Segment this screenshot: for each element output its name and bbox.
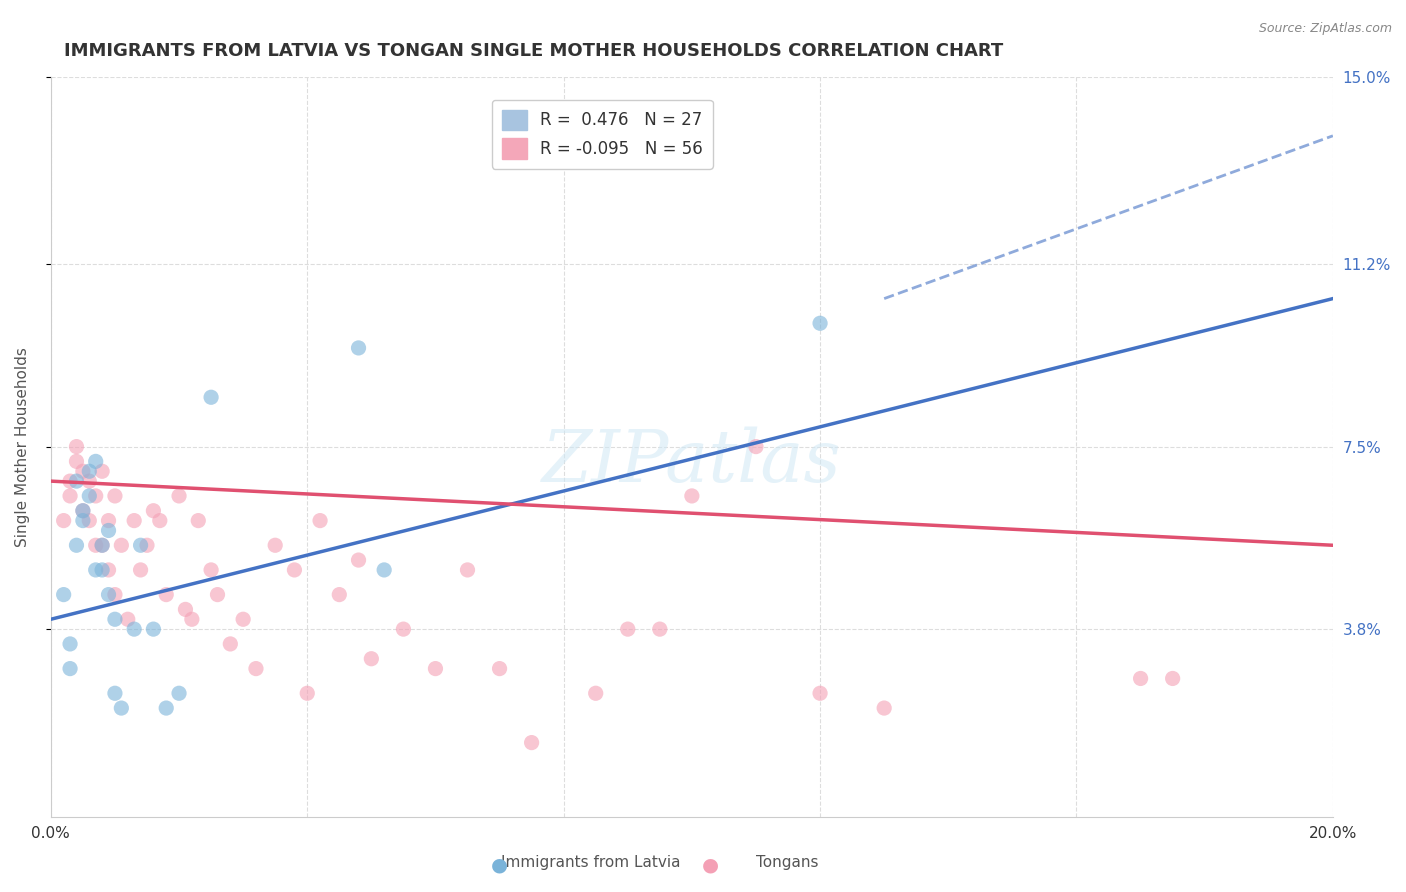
Point <box>200 390 222 404</box>
Point <box>104 686 127 700</box>
Point <box>97 524 120 538</box>
Legend: R =  0.476   N = 27, R = -0.095   N = 56: R = 0.476 N = 27, R = -0.095 N = 56 <box>492 100 713 169</box>
Point <box>79 474 101 488</box>
Point <box>167 686 190 700</box>
Point <box>264 538 287 552</box>
Point <box>52 514 75 528</box>
Point <box>84 563 107 577</box>
Point <box>392 622 415 636</box>
Point <box>174 602 197 616</box>
Point <box>283 563 305 577</box>
Point <box>84 454 107 468</box>
Point <box>245 662 267 676</box>
Point <box>167 489 190 503</box>
Point <box>1161 672 1184 686</box>
Point <box>373 563 395 577</box>
Point <box>232 612 254 626</box>
Point <box>122 514 145 528</box>
Point <box>187 514 209 528</box>
Point <box>59 662 82 676</box>
Point <box>207 588 229 602</box>
Point <box>59 489 82 503</box>
Point <box>79 514 101 528</box>
Point <box>97 588 120 602</box>
Point <box>129 563 152 577</box>
Point <box>110 538 132 552</box>
Point <box>808 686 831 700</box>
Point <box>104 612 127 626</box>
Point <box>97 514 120 528</box>
Point <box>136 538 159 552</box>
Point <box>360 651 382 665</box>
Point <box>117 612 139 626</box>
Point <box>72 504 94 518</box>
Point <box>129 538 152 552</box>
Point <box>84 538 107 552</box>
Point <box>1129 672 1152 686</box>
Point <box>553 144 575 158</box>
Point <box>219 637 242 651</box>
Point <box>79 464 101 478</box>
Point <box>347 553 370 567</box>
Point <box>59 474 82 488</box>
Point <box>200 563 222 577</box>
Point <box>59 637 82 651</box>
Text: Tongans: Tongans <box>756 855 818 870</box>
Point <box>149 514 172 528</box>
Text: Immigrants from Latvia: Immigrants from Latvia <box>501 855 681 870</box>
Point <box>91 538 114 552</box>
Y-axis label: Single Mother Households: Single Mother Households <box>15 347 30 547</box>
Text: Source: ZipAtlas.com: Source: ZipAtlas.com <box>1258 22 1392 36</box>
Point <box>648 622 671 636</box>
Point <box>97 563 120 577</box>
Point <box>488 662 510 676</box>
Point <box>65 440 87 454</box>
Point <box>873 701 896 715</box>
Text: ●: ● <box>702 855 718 875</box>
Point <box>65 454 87 468</box>
Point <box>84 489 107 503</box>
Point <box>520 736 543 750</box>
Point <box>122 622 145 636</box>
Point <box>79 489 101 503</box>
Point <box>155 701 177 715</box>
Point <box>585 686 607 700</box>
Point <box>457 563 479 577</box>
Text: ZIPatlas: ZIPatlas <box>543 426 842 497</box>
Point <box>65 538 87 552</box>
Point <box>309 514 332 528</box>
Point <box>110 701 132 715</box>
Point <box>745 440 768 454</box>
Text: ●: ● <box>491 855 508 875</box>
Point <box>616 622 638 636</box>
Point <box>155 588 177 602</box>
Point <box>52 588 75 602</box>
Point <box>91 563 114 577</box>
Point <box>347 341 370 355</box>
Point <box>72 464 94 478</box>
Point <box>72 514 94 528</box>
Point <box>808 316 831 330</box>
Point <box>425 662 447 676</box>
Point <box>104 489 127 503</box>
Point <box>142 504 165 518</box>
Point <box>91 464 114 478</box>
Point <box>328 588 350 602</box>
Point <box>681 489 703 503</box>
Text: IMMIGRANTS FROM LATVIA VS TONGAN SINGLE MOTHER HOUSEHOLDS CORRELATION CHART: IMMIGRANTS FROM LATVIA VS TONGAN SINGLE … <box>63 42 1002 60</box>
Point <box>72 504 94 518</box>
Point <box>104 588 127 602</box>
Point <box>65 474 87 488</box>
Point <box>297 686 319 700</box>
Point <box>91 538 114 552</box>
Point <box>180 612 202 626</box>
Point <box>142 622 165 636</box>
